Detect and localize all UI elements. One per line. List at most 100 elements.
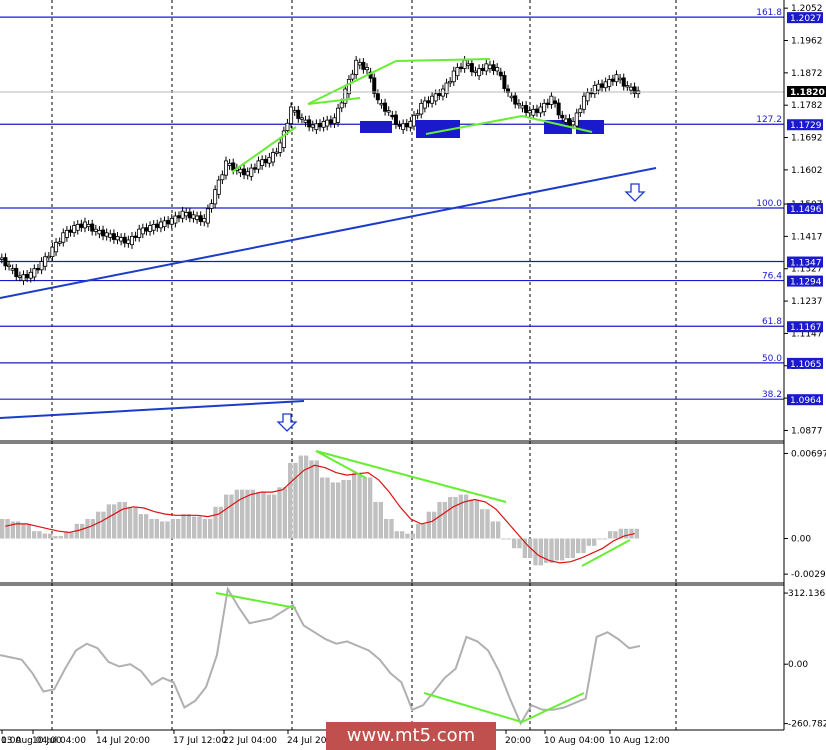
candle-body: [516, 102, 521, 106]
candle-body: [64, 229, 69, 238]
fib-price-label: 1.1065: [790, 360, 822, 370]
macd-bar: [218, 506, 223, 539]
candle-body: [469, 63, 474, 73]
fib-price-label: 1.1294: [790, 278, 822, 288]
macd-bar: [346, 479, 351, 539]
macd-bar: [501, 538, 506, 540]
macd-bar: [288, 462, 293, 539]
macd-bar: [634, 528, 639, 539]
candle-body: [101, 229, 106, 237]
macd-bar: [352, 472, 357, 539]
candle-body: [357, 62, 362, 66]
macd-bar: [245, 489, 250, 539]
macd-bar: [416, 523, 421, 539]
candle-body: [17, 275, 22, 278]
macd-bar: [485, 509, 490, 539]
divergence-line: [395, 58, 491, 62]
divergence-line: [521, 115, 593, 133]
candle-body: [97, 229, 102, 235]
candle-body: [419, 102, 424, 115]
candle-body: [158, 221, 163, 229]
macd-bar: [602, 538, 607, 540]
candle-body: [314, 123, 319, 131]
candle-body: [209, 203, 214, 209]
macd-bar: [314, 460, 319, 539]
fib-price-tag: [787, 256, 823, 268]
macd-bar: [106, 504, 111, 539]
macd-bar: [250, 489, 255, 539]
fib-price-label: 1.1729: [790, 121, 822, 131]
candle-body: [39, 261, 44, 271]
candle-body: [184, 212, 189, 217]
macd-bar: [53, 536, 58, 539]
candle-body: [520, 105, 525, 109]
candle-body: [440, 88, 445, 97]
macd-bar: [442, 501, 447, 539]
divergence-lines-price: [231, 58, 593, 173]
candle-body: [256, 160, 261, 170]
candle-body: [386, 110, 391, 113]
candle-body: [527, 110, 532, 114]
candle-body: [553, 100, 558, 104]
candle-body: [614, 74, 619, 83]
y-tick-label: 1.0877: [791, 426, 823, 436]
candle-body: [180, 210, 185, 219]
macd-bar: [64, 532, 69, 539]
macd-bar: [234, 489, 239, 539]
candle-body: [498, 71, 503, 77]
candle-body: [401, 123, 406, 131]
candle-body: [10, 268, 15, 271]
macd-bar: [362, 477, 367, 539]
macd-bar: [330, 482, 335, 539]
macd-bar: [229, 494, 234, 539]
trend-line-main: [0, 167, 657, 299]
candle-body: [213, 189, 218, 205]
candle-body: [415, 113, 420, 116]
macd-bar: [538, 538, 543, 566]
candle-body: [104, 232, 109, 237]
macd-bar: [336, 482, 341, 539]
macd-bar: [282, 487, 287, 539]
candle-body: [249, 167, 254, 177]
macd-bar: [496, 521, 501, 539]
y-tick-label: 312.1363: [788, 589, 826, 599]
candle-body: [390, 114, 395, 118]
macd-bar: [32, 531, 37, 539]
divergence-lines-cci: [215, 592, 585, 723]
macd-bar: [320, 477, 325, 539]
candle-body: [144, 227, 149, 232]
candle-body: [151, 223, 156, 231]
candle-body: [162, 220, 167, 228]
down-arrow-icon: [624, 183, 646, 202]
candle-body: [354, 59, 359, 75]
x-tick-label: 13 Aug 04:00: [1, 736, 62, 746]
macd-bar: [42, 533, 47, 539]
divergence-lines-macd: [315, 450, 631, 567]
candle-body: [455, 67, 460, 77]
candle-body: [35, 267, 40, 271]
x-tick-label: 0:00: [1, 736, 21, 746]
macd-bar: [512, 538, 517, 549]
candle-body: [567, 118, 572, 125]
fib-price-label: 1.2027: [790, 14, 822, 24]
y-tick-label: 0.00: [791, 535, 811, 545]
y-tick-label: 1.1602: [791, 166, 823, 176]
current-price-label: 1.1820: [790, 88, 825, 98]
macd-bar: [224, 494, 229, 539]
candle-body: [140, 227, 145, 235]
candle-body: [191, 214, 196, 219]
current-price-tag: [787, 86, 826, 97]
candle-body: [299, 117, 304, 120]
macd-bar: [261, 492, 266, 539]
candle-body: [328, 119, 333, 124]
macd-bar: [160, 521, 165, 539]
macd-bar: [21, 523, 26, 539]
candle-body: [111, 233, 116, 240]
macd-bar: [138, 514, 143, 539]
fib-price-tag: [787, 357, 823, 369]
candle-body: [274, 151, 279, 154]
macd-bar: [272, 494, 277, 539]
candle-body: [7, 264, 12, 268]
macd-bar: [400, 531, 405, 539]
candle-body: [487, 64, 492, 69]
